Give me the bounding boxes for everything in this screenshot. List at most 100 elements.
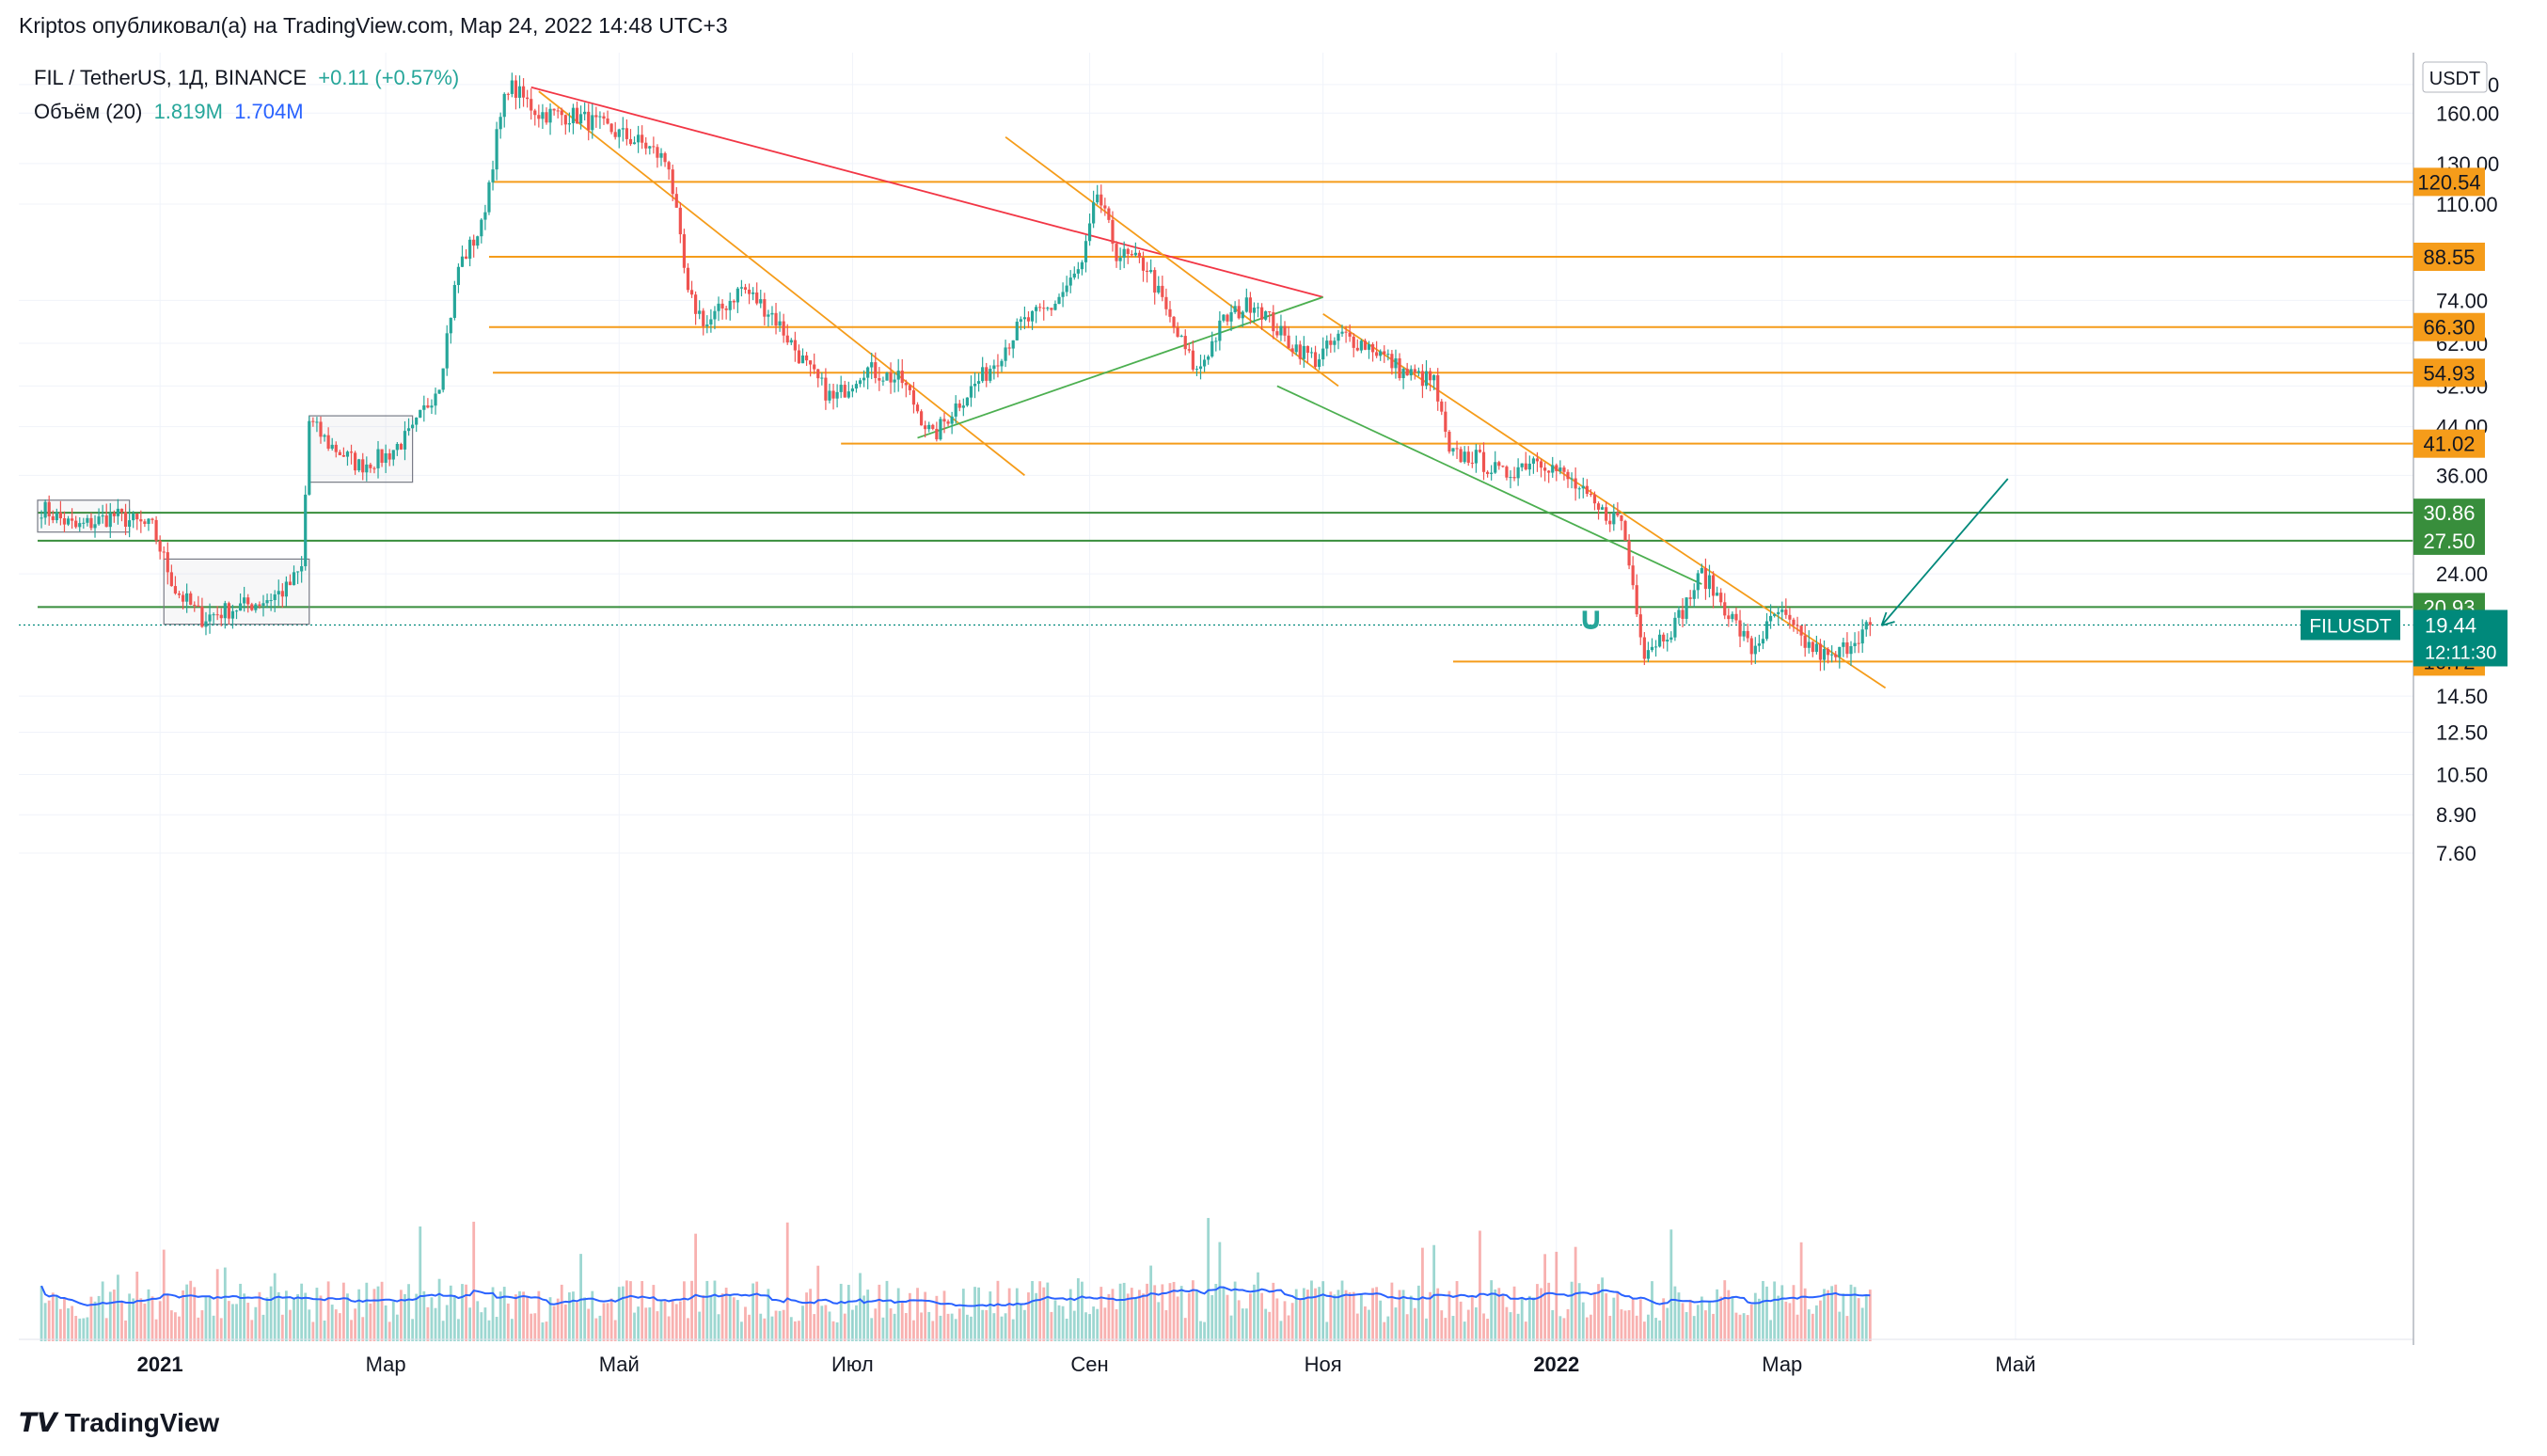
candle-body xyxy=(223,603,227,619)
volume-bar xyxy=(1853,1287,1857,1341)
volume-bar xyxy=(1329,1291,1333,1341)
candle-body xyxy=(445,333,449,369)
volume-bar xyxy=(452,1295,456,1341)
candle-body xyxy=(419,409,422,418)
candle-body xyxy=(1260,307,1264,320)
volume-bar xyxy=(400,1290,403,1341)
candle-body xyxy=(878,378,881,381)
volume-bar xyxy=(667,1316,671,1341)
candle-body xyxy=(698,310,702,314)
volume-bar xyxy=(1298,1299,1302,1341)
candle-body xyxy=(1164,296,1168,309)
volume-bar xyxy=(1482,1313,1485,1341)
candle-body xyxy=(793,340,797,351)
volume-bar xyxy=(728,1293,732,1341)
volume-bar xyxy=(576,1302,578,1341)
candle-body xyxy=(571,107,576,124)
x-tick-label: 2021 xyxy=(137,1353,183,1376)
volume-bar xyxy=(1203,1321,1206,1341)
volume-bar xyxy=(1681,1303,1685,1341)
volume-bar xyxy=(350,1320,353,1341)
candle-body xyxy=(1383,351,1386,355)
volume-bar xyxy=(889,1308,893,1341)
volume-bar xyxy=(1352,1291,1355,1341)
volume-bar xyxy=(1803,1288,1807,1341)
candle-body xyxy=(246,597,250,605)
candle-body xyxy=(961,405,965,408)
candle-body xyxy=(1363,340,1368,350)
volume-bar xyxy=(1248,1293,1252,1341)
candle-body xyxy=(1172,316,1176,328)
volume-bar xyxy=(419,1226,422,1341)
volume-bar xyxy=(1811,1313,1814,1341)
volume-bar xyxy=(644,1307,648,1341)
candle-body xyxy=(1038,307,1042,309)
volume-bar xyxy=(606,1303,609,1341)
volume-bar xyxy=(1260,1292,1263,1341)
volume-bar xyxy=(1677,1292,1681,1341)
volume-bar xyxy=(197,1317,200,1341)
volume-bar xyxy=(1068,1289,1072,1341)
candle-body xyxy=(227,603,230,619)
volume-bar xyxy=(461,1284,464,1341)
candle-body xyxy=(625,128,628,139)
candle-body xyxy=(280,591,284,597)
candle-body xyxy=(816,369,820,379)
candle-body xyxy=(1509,477,1512,479)
candle-body xyxy=(1107,208,1111,220)
volume-bar xyxy=(1654,1318,1657,1341)
level-price-label: 41.02 xyxy=(2423,433,2475,456)
volume-bar xyxy=(1669,1229,1673,1341)
volume-bar xyxy=(1819,1300,1822,1341)
candle-body xyxy=(468,239,472,260)
volume-bar xyxy=(289,1309,292,1341)
candle-body xyxy=(1011,340,1015,349)
candle-body xyxy=(269,600,273,602)
volume-bar xyxy=(659,1301,663,1341)
tradingview-footer[interactable]: 𝙏𝙑 TradingView xyxy=(19,1407,219,1438)
volume-bar xyxy=(1647,1314,1650,1341)
candle-body xyxy=(1734,613,1738,621)
volume-bar xyxy=(763,1318,767,1341)
volume-bar xyxy=(1031,1280,1034,1341)
candlestick-chart[interactable]: ∪ 180.00160.00130.00110.0074.0062.0052.0… xyxy=(19,53,2530,1401)
volume-bar xyxy=(629,1281,632,1341)
volume-bar xyxy=(942,1290,946,1341)
candle-body xyxy=(1688,597,1692,599)
candle-body xyxy=(1857,642,1860,644)
volume-bar xyxy=(1590,1314,1592,1341)
volume-bar xyxy=(239,1283,242,1341)
candle-body xyxy=(782,321,785,336)
volume-bar xyxy=(1731,1296,1734,1341)
volume-bar xyxy=(828,1311,831,1341)
candle-body xyxy=(1742,630,1746,637)
volume-bar xyxy=(1516,1313,1520,1341)
publisher-line: Kriptos опубликовал(а) на TradingView.co… xyxy=(19,13,728,38)
volume-bar xyxy=(1046,1282,1050,1341)
candle-body xyxy=(1853,642,1857,647)
candle-body xyxy=(641,135,644,143)
volume-bar xyxy=(1264,1308,1268,1341)
candle-body xyxy=(594,115,598,118)
candle-body xyxy=(495,129,498,170)
volume-bar xyxy=(1321,1281,1325,1341)
volume-bar xyxy=(154,1319,158,1341)
volume-bar xyxy=(1581,1302,1585,1341)
candle-body xyxy=(759,299,763,304)
candle-body xyxy=(919,411,924,426)
volume-bar xyxy=(1099,1287,1103,1341)
volume-bar xyxy=(472,1221,476,1341)
candle-body xyxy=(774,312,778,326)
candle-body xyxy=(954,403,957,417)
candle-body xyxy=(1658,634,1662,647)
volume-bar xyxy=(372,1289,376,1341)
volume-bar xyxy=(755,1281,759,1341)
volume-bar xyxy=(1486,1319,1489,1341)
candle-body xyxy=(1229,311,1233,322)
candle-body xyxy=(767,314,770,317)
volume-bar xyxy=(437,1278,441,1341)
candle-body xyxy=(430,405,434,408)
axes: 180.00160.00130.00110.0074.0062.0052.004… xyxy=(19,53,2499,1376)
volume-bar xyxy=(1512,1286,1516,1341)
volume-bar xyxy=(361,1317,365,1341)
